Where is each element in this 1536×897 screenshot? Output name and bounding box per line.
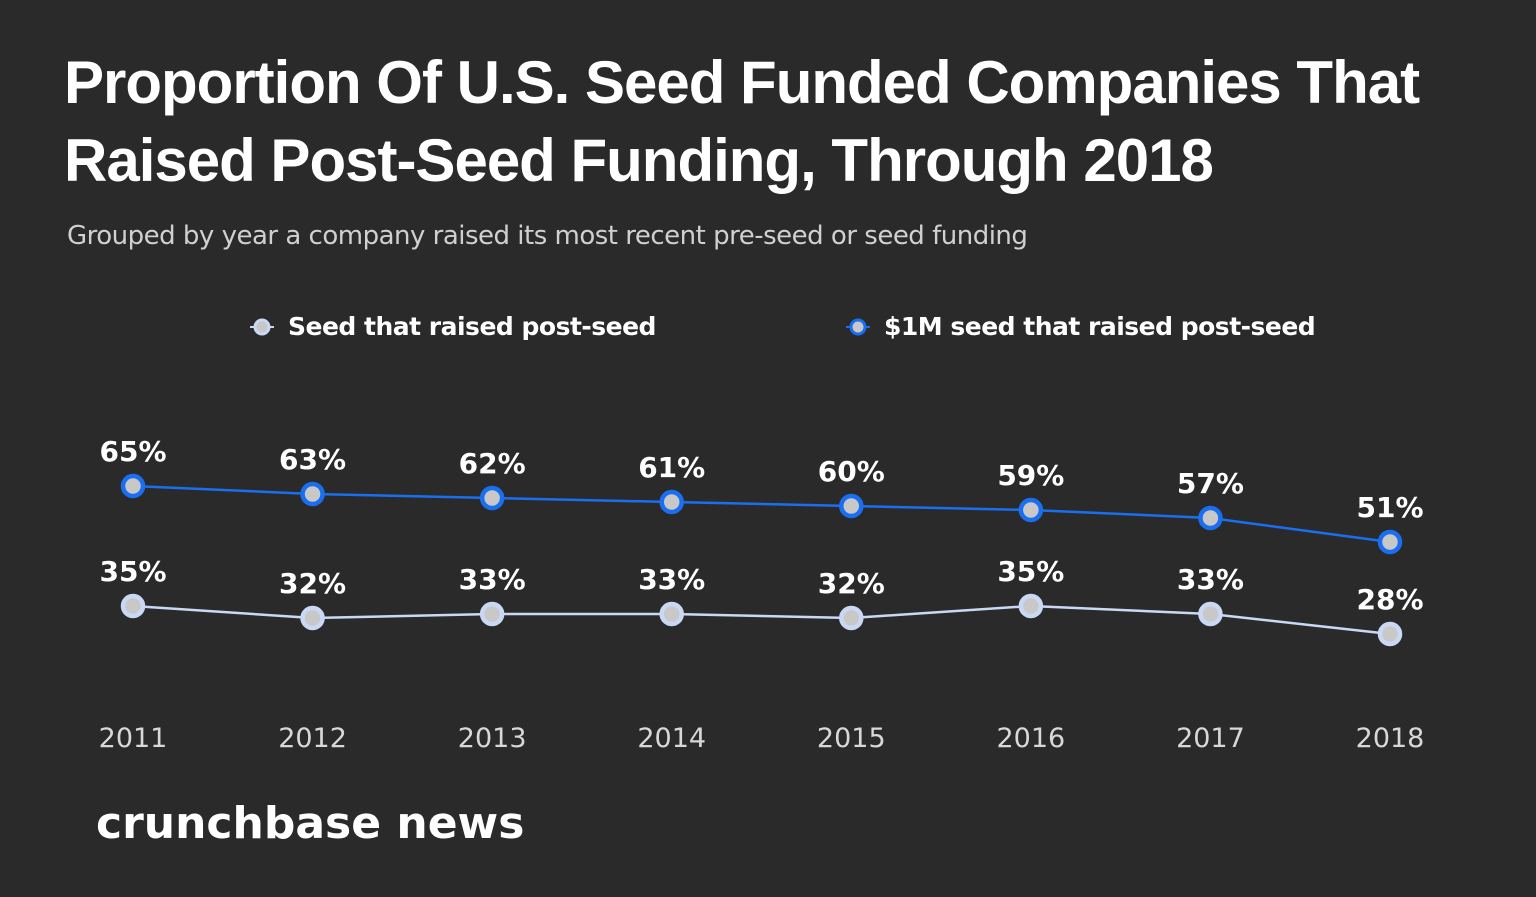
x-tick-label: 2015 [817, 723, 886, 754]
data-label: 61% [638, 451, 705, 484]
data-label: 51% [1356, 491, 1423, 524]
data-point [120, 473, 146, 499]
data-label: 35% [997, 555, 1064, 588]
series-line [132, 604, 1391, 636]
brand-logo: crunchbase news [96, 798, 525, 849]
legend-item-million-seed: $1M seed that raised post-seed [846, 312, 1316, 341]
data-label: 33% [638, 563, 705, 596]
data-point [1377, 621, 1403, 647]
data-label: 28% [1356, 583, 1423, 616]
data-point [479, 601, 505, 627]
data-point [839, 605, 864, 631]
x-tick-label: 2017 [1176, 723, 1245, 754]
chart-title: Proportion Of U.S. Seed Funded Companies… [64, 49, 1420, 194]
x-tick-label: 2013 [458, 723, 527, 754]
data-point [659, 601, 684, 627]
legend-label-seed: Seed that raised post-seed [288, 312, 656, 341]
data-label: 65% [99, 435, 166, 468]
data-label: 33% [459, 563, 526, 596]
data-label: 35% [99, 555, 166, 588]
data-point [1198, 601, 1223, 627]
x-tick-label: 2011 [99, 723, 168, 754]
series-line [132, 484, 1391, 544]
legend-marker-million-seed-icon [846, 318, 870, 335]
data-label: 59% [997, 459, 1064, 492]
data-label: 60% [818, 455, 885, 488]
data-point [1018, 497, 1044, 523]
legend-item-seed: Seed that raised post-seed [250, 312, 656, 341]
data-point [1018, 593, 1044, 619]
data-label: 33% [1177, 563, 1244, 596]
data-point [479, 485, 505, 511]
x-tick-label: 2012 [278, 723, 347, 754]
legend-marker-seed-icon [250, 318, 274, 335]
data-point [839, 493, 864, 519]
x-tick-label: 2014 [637, 723, 706, 754]
data-label: 62% [459, 447, 526, 480]
legend-label-million-seed: $1M seed that raised post-seed [884, 312, 1316, 341]
data-point [300, 481, 325, 507]
data-point [659, 489, 684, 515]
data-label: 32% [279, 567, 346, 600]
chart-subtitle: Grouped by year a company raised its mos… [67, 221, 1028, 251]
data-label: 63% [279, 443, 346, 476]
x-tick-label: 2018 [1356, 723, 1425, 754]
data-point [300, 605, 325, 631]
data-point [120, 593, 146, 619]
data-label: 57% [1177, 467, 1244, 500]
x-tick-label: 2016 [996, 723, 1065, 754]
data-point [1377, 529, 1403, 555]
data-label: 32% [818, 567, 885, 600]
data-point [1198, 505, 1223, 531]
chart-header: Proportion Of U.S. Seed Funded Companies… [64, 44, 1524, 252]
